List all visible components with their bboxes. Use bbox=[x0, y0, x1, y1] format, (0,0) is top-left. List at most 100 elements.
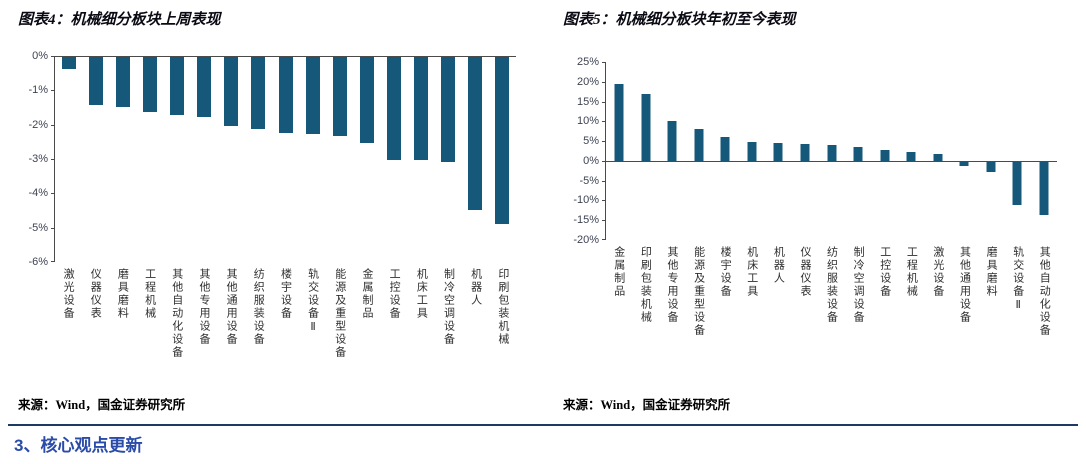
category-label: 其他通用设备 bbox=[225, 268, 238, 346]
y-axis-tick-label: -5% bbox=[28, 221, 48, 234]
category-label: 轨交设备Ⅱ bbox=[306, 268, 319, 335]
bar bbox=[1012, 161, 1022, 206]
y-axis-tick-label: -1% bbox=[28, 84, 48, 97]
y-axis-tick-mark bbox=[51, 124, 55, 126]
x-label-slot: 印刷包装机械 bbox=[632, 246, 659, 364]
category-label: 楼宇设备 bbox=[279, 268, 292, 320]
x-label-slot: 仪器仪表 bbox=[81, 268, 108, 386]
x-label-slot: 仪器仪表 bbox=[791, 246, 818, 364]
x-label-slot: 能源及重型设备 bbox=[685, 246, 712, 364]
category-label: 纺织服装设备 bbox=[825, 246, 838, 324]
y-axis-tick-mark bbox=[602, 220, 606, 222]
bar bbox=[224, 57, 239, 126]
bar bbox=[747, 142, 757, 161]
bar bbox=[386, 57, 401, 160]
bar bbox=[614, 83, 624, 161]
y-axis-tick-mark bbox=[51, 261, 55, 262]
y-axis-tick-label: -10% bbox=[573, 194, 599, 207]
y-axis-tick-label: 5% bbox=[583, 135, 599, 148]
category-label: 印刷包装机械 bbox=[496, 268, 509, 346]
category-label: 其他专用设备 bbox=[665, 246, 678, 324]
bar bbox=[278, 57, 293, 133]
category-label: 楼宇设备 bbox=[719, 246, 732, 298]
source-note: 来源：Wind，国金证券研究所 bbox=[563, 398, 731, 412]
y-axis: 0% -1% -2% -3% -4% -5% -6% bbox=[18, 50, 54, 268]
y-axis-tick-mark bbox=[602, 180, 606, 182]
category-label: 其他自动化设备 bbox=[170, 268, 183, 359]
category-label: 工程机械 bbox=[905, 246, 918, 298]
y-axis-tick-label: -2% bbox=[28, 118, 48, 131]
bar bbox=[720, 137, 730, 161]
bar bbox=[359, 57, 374, 143]
chart-title: 图表4：机械细分板块上周表现 bbox=[18, 12, 221, 28]
bar bbox=[142, 57, 157, 112]
category-label: 工控设备 bbox=[388, 268, 401, 320]
y-axis-tick-label: 20% bbox=[576, 75, 599, 88]
category-label: 轨交设备Ⅱ bbox=[1011, 246, 1024, 313]
bar bbox=[251, 57, 266, 130]
x-label-slot: 工控设备 bbox=[871, 246, 898, 364]
bar bbox=[88, 57, 103, 106]
x-label-slot: 制冷空调设备 bbox=[844, 246, 871, 364]
bar bbox=[332, 57, 347, 136]
x-label-slot: 其他通用设备 bbox=[951, 246, 978, 364]
bar bbox=[827, 145, 836, 161]
y-axis-tick-label: -3% bbox=[28, 153, 48, 165]
x-label-slot: 轨交设备Ⅱ bbox=[1004, 246, 1031, 364]
category-label: 激光设备 bbox=[931, 246, 944, 298]
section-divider bbox=[8, 424, 1078, 426]
category-label: 磨具磨料 bbox=[985, 246, 998, 298]
y-axis-tick-label: -20% bbox=[573, 234, 599, 246]
category-label: 磨具磨料 bbox=[116, 268, 129, 320]
y-axis-tick-mark bbox=[602, 160, 606, 162]
category-label: 金属制品 bbox=[612, 246, 625, 298]
x-label-slot: 能源及重型设备 bbox=[326, 268, 353, 386]
bar bbox=[1039, 161, 1049, 216]
bar bbox=[880, 149, 890, 161]
bar bbox=[800, 144, 810, 161]
category-label: 机床工具 bbox=[745, 246, 758, 298]
x-label-slot: 磨具磨料 bbox=[977, 246, 1004, 364]
section-heading: 3、核心观点更新 bbox=[14, 436, 143, 455]
category-label: 其他专用设备 bbox=[197, 268, 210, 346]
x-label-slot: 轨交设备Ⅱ bbox=[299, 268, 326, 386]
y-axis-tick-label: -5% bbox=[579, 174, 599, 187]
y-axis-tick-mark bbox=[602, 101, 606, 103]
y-axis-tick-mark bbox=[51, 193, 55, 195]
bar bbox=[495, 57, 510, 224]
x-label-slot: 纺织服装设备 bbox=[818, 246, 845, 364]
x-label-slot: 工程机械 bbox=[136, 268, 163, 386]
y-axis-tick-label: 10% bbox=[576, 115, 599, 128]
zero-baseline bbox=[606, 160, 1057, 162]
y-axis-tick-label: 0% bbox=[583, 154, 599, 167]
category-label: 能源及重型设备 bbox=[692, 246, 705, 337]
category-label: 能源及重型设备 bbox=[333, 268, 346, 359]
category-label: 印刷包装机械 bbox=[639, 246, 652, 324]
category-label: 机器人 bbox=[469, 268, 482, 307]
y-axis-tick-mark bbox=[51, 90, 55, 92]
x-label-slot: 其他自动化设备 bbox=[163, 268, 190, 386]
y-axis-tick-label: -6% bbox=[28, 256, 48, 268]
bar bbox=[305, 57, 320, 135]
x-label-slot: 金属制品 bbox=[353, 268, 380, 386]
plot-area bbox=[602, 62, 1057, 240]
bar bbox=[959, 161, 969, 166]
bar bbox=[197, 57, 212, 118]
category-label: 其他自动化设备 bbox=[1038, 246, 1051, 337]
x-label-slot: 机器人 bbox=[765, 246, 792, 364]
x-label-slot: 楼宇设备 bbox=[271, 268, 298, 386]
bar bbox=[61, 57, 76, 70]
x-label-slot: 印刷包装机械 bbox=[489, 268, 516, 386]
x-label-slot: 机床工具 bbox=[738, 246, 765, 364]
x-label-slot: 其他通用设备 bbox=[217, 268, 244, 386]
category-label: 激光设备 bbox=[62, 268, 75, 320]
bar bbox=[906, 151, 916, 161]
chart-title: 图表5：机械细分板块年初至今表现 bbox=[563, 12, 796, 28]
y-axis-tick-label: 15% bbox=[576, 95, 599, 108]
chart-weekly-performance: 图表4：机械细分板块上周表现 0% -1% -2% -3% -4% -5% -6% 激光设备… bbox=[18, 8, 534, 386]
x-label-slot: 机器人 bbox=[462, 268, 489, 386]
y-axis-tick-label: 25% bbox=[576, 56, 599, 68]
y-axis-tick-mark bbox=[602, 200, 606, 202]
bar bbox=[933, 153, 943, 161]
y-axis-tick-label: -15% bbox=[573, 214, 599, 227]
